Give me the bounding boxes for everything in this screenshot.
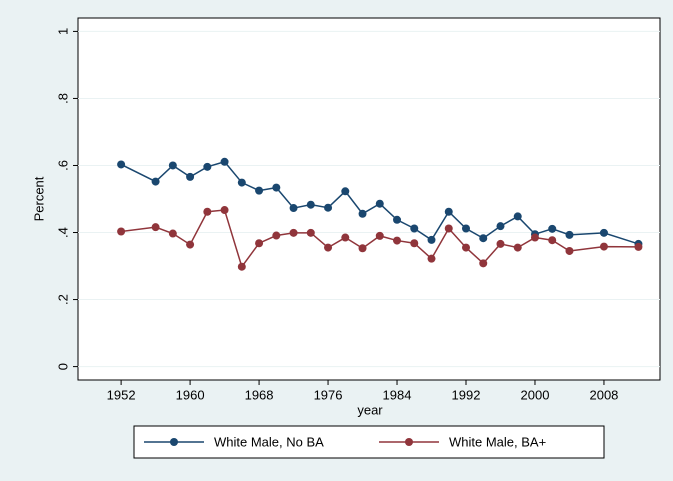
x-tick-label: 1968 bbox=[245, 387, 274, 402]
data-point bbox=[375, 231, 384, 240]
legend-marker bbox=[405, 438, 413, 446]
data-point bbox=[220, 157, 229, 166]
data-point bbox=[168, 161, 177, 170]
data-point bbox=[151, 223, 160, 232]
y-tick-label: .2 bbox=[55, 294, 70, 305]
data-point bbox=[237, 178, 246, 187]
x-tick-label: 1992 bbox=[452, 387, 481, 402]
data-point bbox=[272, 231, 281, 240]
x-tick-label: 1960 bbox=[176, 387, 205, 402]
data-point bbox=[255, 186, 264, 195]
legend-label: White Male, BA+ bbox=[449, 434, 546, 449]
data-point bbox=[565, 246, 574, 255]
data-point bbox=[306, 228, 315, 237]
x-tick-label: 2008 bbox=[589, 387, 618, 402]
data-point bbox=[530, 233, 539, 242]
y-tick-label: 1 bbox=[55, 28, 70, 35]
data-point bbox=[203, 162, 212, 171]
series-line bbox=[120, 160, 639, 245]
data-point bbox=[548, 236, 557, 245]
data-point bbox=[513, 212, 522, 221]
y-tick-label: 0 bbox=[55, 363, 70, 370]
x-tick-label: 1984 bbox=[383, 387, 412, 402]
data-point bbox=[375, 199, 384, 208]
y-tick-label: .4 bbox=[55, 227, 70, 238]
y-tick-label: .6 bbox=[55, 160, 70, 171]
data-point bbox=[324, 203, 333, 212]
data-point bbox=[496, 239, 505, 248]
data-point bbox=[255, 239, 264, 248]
data-point bbox=[462, 224, 470, 233]
data-point bbox=[393, 215, 402, 224]
x-tick-label: 1952 bbox=[107, 387, 136, 402]
data-point bbox=[151, 177, 160, 186]
data-point bbox=[186, 240, 195, 249]
data-point bbox=[203, 207, 212, 216]
data-point bbox=[599, 228, 608, 237]
data-point bbox=[496, 222, 505, 231]
data-point bbox=[393, 236, 402, 245]
data-point bbox=[444, 207, 453, 216]
data-point bbox=[410, 224, 419, 233]
x-tick-label: 2000 bbox=[521, 387, 550, 402]
data-point bbox=[272, 183, 281, 192]
x-axis-label: year bbox=[357, 402, 383, 417]
series-line bbox=[121, 209, 639, 269]
y-tick-label: .8 bbox=[55, 93, 70, 104]
data-point bbox=[548, 224, 557, 233]
y-axis-label: Percent bbox=[31, 176, 46, 221]
data-point bbox=[358, 244, 367, 253]
legend-marker bbox=[170, 438, 178, 446]
data-point bbox=[324, 243, 333, 252]
data-point bbox=[186, 172, 195, 181]
data-point bbox=[634, 242, 643, 251]
data-point bbox=[306, 200, 315, 209]
data-point bbox=[341, 187, 350, 196]
data-point bbox=[168, 229, 177, 238]
data-point bbox=[237, 262, 246, 271]
legend-label: White Male, No BA bbox=[214, 434, 324, 449]
data-point bbox=[410, 239, 419, 248]
data-point bbox=[479, 234, 488, 243]
data-point bbox=[599, 242, 608, 251]
data-point bbox=[358, 209, 367, 218]
data-point bbox=[565, 230, 574, 239]
data-point bbox=[462, 243, 470, 252]
legend-box bbox=[133, 425, 605, 459]
x-tick-label: 1976 bbox=[314, 387, 343, 402]
data-point bbox=[289, 204, 298, 213]
data-point bbox=[220, 206, 229, 215]
data-point bbox=[117, 227, 126, 236]
data-point bbox=[444, 224, 453, 233]
plot-area bbox=[77, 17, 661, 381]
data-point bbox=[289, 228, 298, 237]
data-point bbox=[479, 259, 488, 268]
data-point bbox=[427, 235, 436, 244]
data-point bbox=[117, 160, 126, 169]
data-point bbox=[341, 233, 350, 242]
data-point bbox=[513, 243, 522, 252]
data-point bbox=[427, 254, 436, 263]
